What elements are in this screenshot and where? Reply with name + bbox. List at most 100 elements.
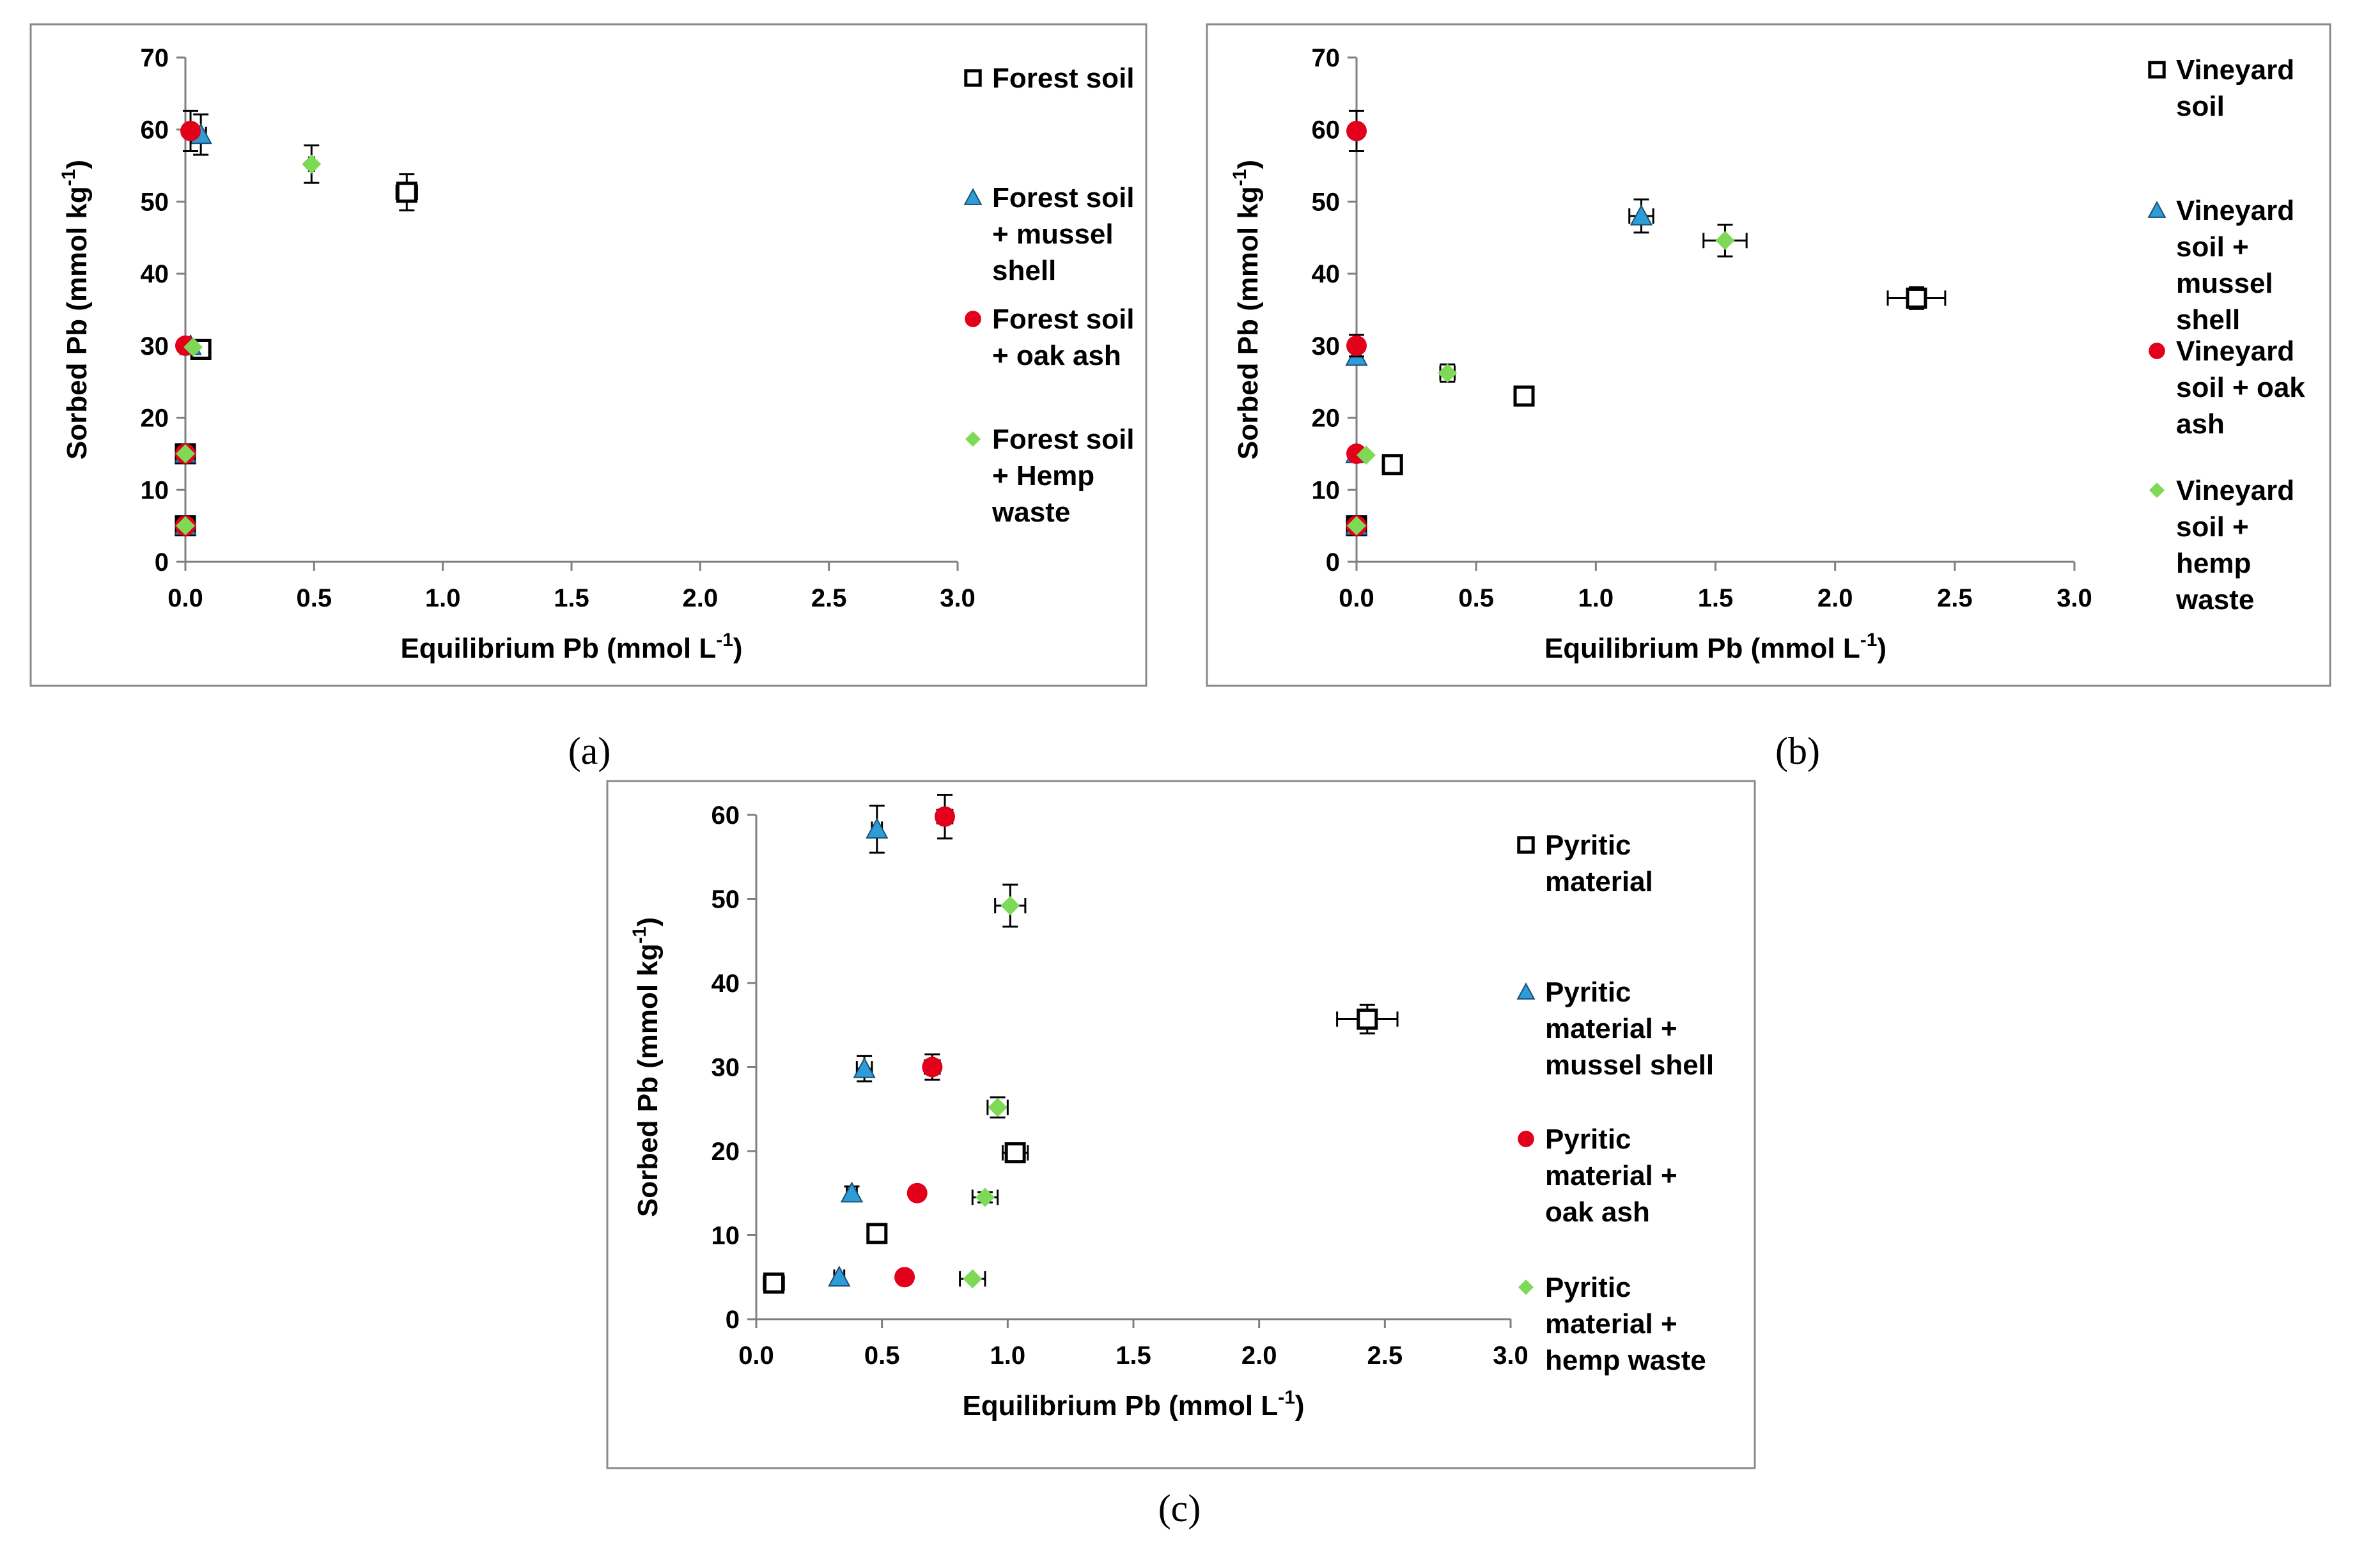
legend-label-line: ash: [2176, 408, 2225, 440]
data-point-square: [1906, 287, 1927, 309]
data-point-diamond: [975, 1188, 995, 1207]
y-axis-label-text: Sorbed Pb (mmol kg: [632, 943, 664, 1217]
y-tick-label: 60: [141, 116, 169, 144]
panel-label: (b): [1775, 730, 1820, 772]
data-point-circle: [894, 1267, 915, 1288]
data-point-diamond: [176, 516, 195, 536]
data-point-triangle: [828, 1265, 851, 1287]
y-axis-label-end: ): [1233, 160, 1264, 169]
chart-panel-1: 0 10 20 30 40 50 60 70 0.0 0.5 1.0 1.5 2.0 2.5 3.0 Equi…: [29, 23, 1147, 772]
y-axis-label-sup: -1: [629, 927, 650, 944]
x-tick-label: 1.0: [1578, 584, 1614, 612]
legend-marker-diamond: [965, 431, 981, 447]
x-axis-label-sup: -1: [1860, 630, 1878, 651]
x-axis-label-text: Equilibrium Pb (mmol L: [400, 633, 716, 664]
y-tick-label: 40: [141, 260, 169, 288]
data-point-square: [1513, 385, 1535, 407]
legend-label-line: oak ash: [1545, 1196, 1650, 1228]
y-tick-label: 70: [141, 44, 169, 72]
legend-marker-circle: [2149, 343, 2165, 359]
x-tick-label: 0.5: [864, 1342, 900, 1370]
legend-marker-diamond: [2149, 483, 2165, 498]
legend-entry-1: Vineyard soil: [2148, 54, 2294, 122]
legend-label-line: Vineyard: [2176, 475, 2294, 506]
y-axis-label-sup: -1: [58, 169, 79, 187]
data-point-diamond: [1000, 896, 1020, 916]
legend-label-line: Forest soil: [992, 182, 1135, 213]
legend-label-line: Forest soil: [992, 424, 1135, 455]
data-point-circle: [935, 806, 955, 827]
series-4: [959, 883, 1027, 1289]
legend-label-line: Pyritic: [1545, 1124, 1631, 1155]
y-tick-label: 0: [726, 1306, 740, 1334]
legend-marker-diamond: [1518, 1280, 1534, 1295]
legend-label-line: material: [1545, 866, 1653, 897]
series-2: [1345, 198, 1654, 536]
legend-entry-4: Forest soil + Hemp waste: [965, 424, 1135, 528]
x-axis-label-end: ): [733, 633, 743, 664]
data-point-diamond: [176, 444, 195, 463]
y-tick-label: 50: [712, 886, 740, 914]
data-point-diamond: [1715, 231, 1735, 251]
chart-panel-3: 0 10 20 30 40 50 60 0.0 0.5 1.0 1.5 2.0 2.5 3.0 Equili…: [606, 780, 1756, 1529]
data-point-circle: [1346, 335, 1367, 356]
legend-label-line: + Hemp: [992, 460, 1094, 491]
x-tick-label: 0.0: [738, 1342, 774, 1370]
y-axis-label-text: Sorbed Pb (mmol kg: [61, 186, 93, 460]
x-tick-label: 0.5: [1458, 584, 1494, 612]
x-axis-label: Equilibrium Pb (mmol L-1): [400, 630, 742, 664]
y-tick-label: 30: [141, 332, 169, 360]
x-tick-label: 2.5: [1937, 584, 1973, 612]
legend-marker-triangle: [1516, 982, 1536, 1000]
legend-label-line: waste: [992, 497, 1070, 528]
legend-label-line: hemp waste: [1545, 1345, 1706, 1376]
y-tick-label: 20: [1312, 405, 1341, 433]
legend-label-line: Vineyard: [2176, 195, 2294, 226]
x-axis-label-sup: -1: [1278, 1387, 1295, 1408]
data-point-square: [1381, 454, 1403, 476]
data-point-circle: [922, 1057, 943, 1078]
chart-frame: [606, 780, 1756, 1469]
x-tick-label: 3.0: [1493, 1342, 1528, 1370]
series-2: [174, 113, 212, 536]
x-tick-label: 2.5: [811, 584, 847, 612]
legend-marker-square: [2148, 61, 2166, 79]
legend-label-line: mussel shell: [1545, 1049, 1714, 1081]
data-point-triangle: [840, 1181, 864, 1203]
legend-label-line: Vineyard: [2176, 336, 2294, 367]
series-4: [1347, 223, 1748, 536]
legend-label-line: Forest soil: [992, 304, 1135, 335]
x-axis-label-sup: -1: [716, 630, 733, 651]
panel-label: (c): [1158, 1487, 1201, 1529]
y-tick-label: 60: [712, 801, 740, 830]
legend-label-line: Pyritic: [1545, 1272, 1631, 1303]
x-tick-label: 3.0: [2057, 584, 2092, 612]
x-tick-label: 1.5: [1698, 584, 1734, 612]
x-tick-label: 1.5: [1116, 1342, 1151, 1370]
x-tick-label: 2.0: [1241, 1342, 1277, 1370]
y-axis-label-end: ): [61, 160, 93, 169]
series-3: [894, 793, 955, 1288]
legend-label-line: + mussel: [992, 219, 1114, 250]
y-tick-label: 40: [1312, 260, 1341, 288]
legend-entry-3: Forest soil + oak ash: [965, 304, 1135, 371]
legend-entry-2: Forest soil + mussel shell: [963, 182, 1135, 286]
y-axis-label-sup: -1: [1229, 169, 1250, 187]
legend-label-line: Pyritic: [1545, 830, 1631, 861]
y-tick-label: 0: [155, 548, 169, 577]
legend-label-line: hemp: [2176, 548, 2251, 579]
x-tick-label: 0.0: [1339, 584, 1374, 612]
y-axis-label-text: Sorbed Pb (mmol kg: [1233, 186, 1264, 460]
x-tick-label: 1.5: [554, 584, 589, 612]
legend-label-line: Vineyard: [2176, 54, 2294, 86]
series-1: [763, 1003, 1399, 1294]
y-tick-label: 50: [1312, 188, 1341, 216]
legend-label-line: soil +: [2176, 231, 2249, 263]
y-tick-label: 40: [712, 970, 740, 998]
legend-entry-2: Vineyard soil + mussel shell: [2147, 195, 2294, 336]
data-point-diamond: [963, 1269, 983, 1289]
data-point-diamond: [1347, 516, 1366, 536]
legend-marker-triangle: [2147, 201, 2166, 218]
y-tick-label: 60: [1312, 116, 1341, 144]
